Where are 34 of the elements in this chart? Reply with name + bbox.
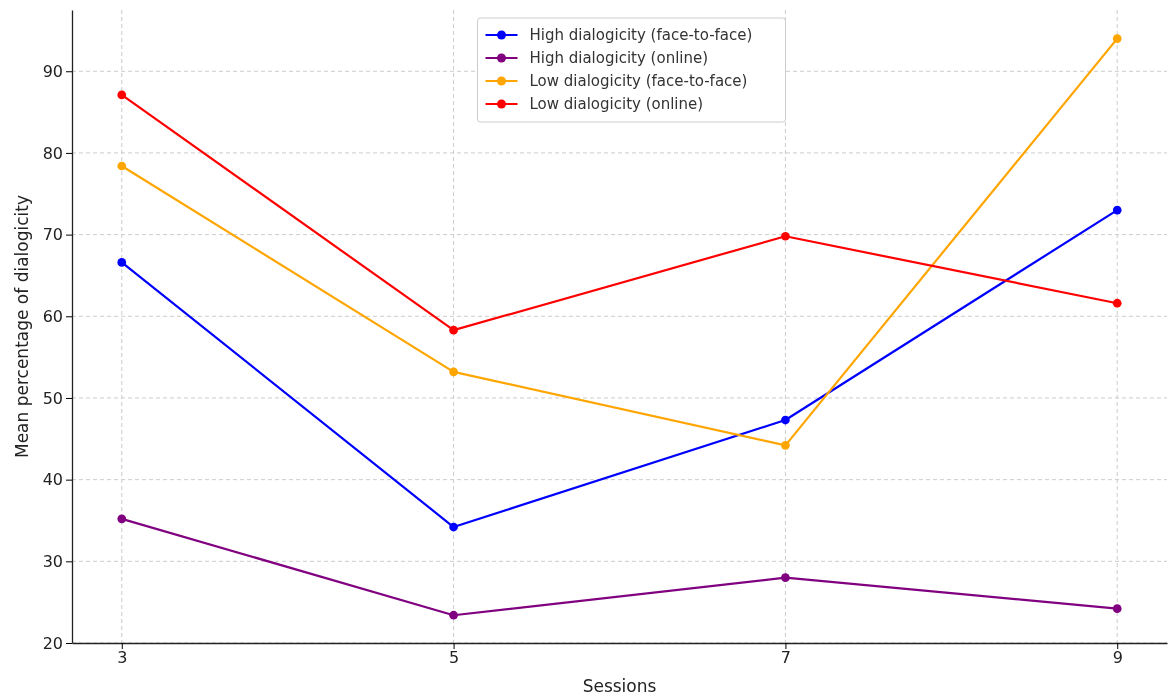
legend-label: High dialogicity (face-to-face) — [529, 26, 753, 44]
legend-label: Low dialogicity (online) — [529, 95, 704, 113]
point — [449, 610, 458, 620]
y-tick-label: 40 — [42, 470, 63, 490]
point — [781, 573, 790, 583]
y-tick-label: 80 — [42, 143, 63, 163]
x-axis-title: Sessions — [582, 676, 657, 696]
y-tick-label: 70 — [42, 225, 63, 245]
point — [449, 522, 458, 532]
point — [1112, 298, 1122, 308]
point — [117, 258, 127, 267]
y-tick-label: 50 — [42, 388, 63, 408]
point — [781, 415, 790, 425]
y-tick-label: 30 — [42, 551, 63, 571]
point — [1112, 205, 1122, 215]
x-tick-label: 3 — [117, 648, 128, 668]
point — [781, 231, 790, 241]
point — [1112, 604, 1122, 614]
legend-label: Low dialogicity (face-to-face) — [529, 72, 748, 90]
x-tick-label: 5 — [449, 648, 460, 668]
point — [781, 440, 790, 450]
point — [117, 90, 127, 100]
point — [117, 161, 127, 171]
y-axis-title: Mean percentage of dialogicity — [12, 194, 32, 459]
point — [117, 514, 127, 524]
legend-label: High dialogicity (online) — [529, 49, 709, 67]
point — [1112, 34, 1122, 43]
y-tick-label: 20 — [42, 633, 63, 653]
x-tick-label: 7 — [780, 648, 791, 668]
point — [449, 325, 458, 335]
y-tick-label: 60 — [42, 306, 63, 326]
x-tick-label: 9 — [1112, 648, 1123, 668]
point — [449, 367, 458, 377]
y-tick-label: 90 — [42, 61, 63, 81]
